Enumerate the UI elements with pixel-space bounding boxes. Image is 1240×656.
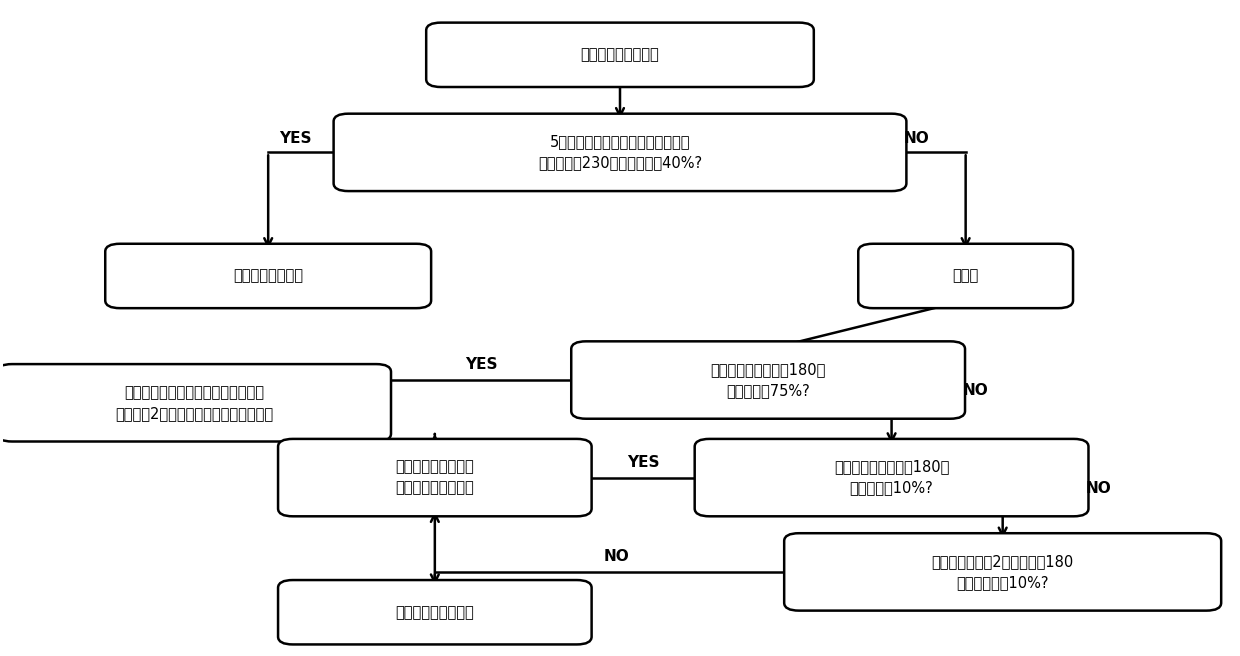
- Text: 5秒内出现至少一帧图像中路灯区域
灰度值达到230的像素点超过40%?: 5秒内出现至少一帧图像中路灯区域 灰度值达到230的像素点超过40%?: [538, 134, 702, 171]
- Text: 前方无车，开远光灯: 前方无车，开远光灯: [396, 605, 474, 620]
- Text: 相对方向有来车，且
为近光灯，开近光灯: 相对方向有来车，且 为近光灯，开近光灯: [396, 460, 474, 495]
- FancyBboxPatch shape: [278, 439, 591, 516]
- Text: NO: NO: [604, 549, 630, 564]
- Text: 读取视频，提取图像: 读取视频，提取图像: [580, 47, 660, 62]
- FancyBboxPatch shape: [427, 22, 813, 87]
- Text: 无路灯: 无路灯: [952, 268, 978, 283]
- FancyBboxPatch shape: [858, 244, 1073, 308]
- FancyBboxPatch shape: [694, 439, 1089, 516]
- Text: YES: YES: [465, 358, 497, 372]
- Text: NO: NO: [904, 131, 930, 146]
- Text: 车灯区域，灰度大于180的
像素点超过10%?: 车灯区域，灰度大于180的 像素点超过10%?: [833, 460, 950, 495]
- Text: 车灯区域，连续2秒灰度大于180
的像素点不到10%?: 车灯区域，连续2秒灰度大于180 的像素点不到10%?: [931, 554, 1074, 590]
- FancyBboxPatch shape: [572, 341, 965, 419]
- FancyBboxPatch shape: [278, 580, 591, 644]
- Text: NO: NO: [1086, 481, 1112, 496]
- FancyBboxPatch shape: [105, 244, 432, 308]
- FancyBboxPatch shape: [334, 113, 906, 191]
- FancyBboxPatch shape: [0, 364, 391, 441]
- Text: 有路灯，开近光灯: 有路灯，开近光灯: [233, 268, 304, 283]
- FancyBboxPatch shape: [784, 533, 1221, 611]
- Text: NO: NO: [962, 383, 988, 398]
- Text: 车灯区域，灰度大于180的
像素点超过75%?: 车灯区域，灰度大于180的 像素点超过75%?: [711, 362, 826, 398]
- Text: YES: YES: [279, 131, 311, 146]
- Text: YES: YES: [627, 455, 660, 470]
- Text: 相对方向有来车且为远光灯，开近光
灯，持续2秒切换远光灯则作为闪灯提醒: 相对方向有来车且为远光灯，开近光 灯，持续2秒切换远光灯则作为闪灯提醒: [115, 385, 273, 420]
